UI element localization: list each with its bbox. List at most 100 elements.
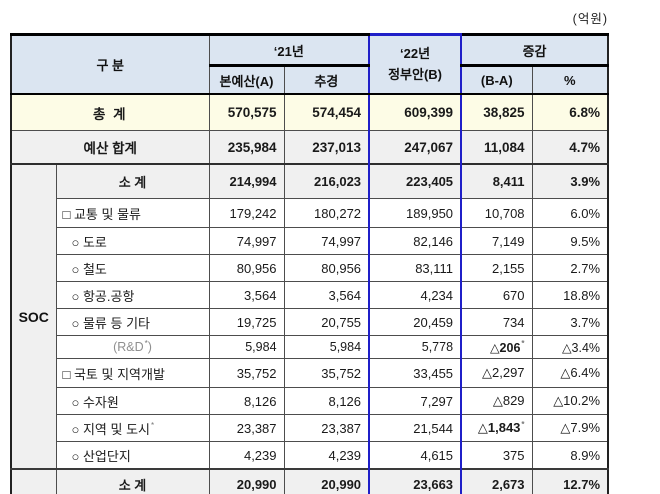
cell-value: 2,673 bbox=[460, 468, 533, 494]
header-year-22-line2: 정부안(B) bbox=[388, 66, 442, 82]
table-row: □ 교통 및 물류 179,242 180,272 189,950 10,708 6.0% bbox=[11, 198, 609, 228]
header-row-2: 본예산(A) 추경 (B-A) % bbox=[11, 64, 609, 95]
cell-value: 10,708 bbox=[460, 198, 533, 228]
cell-value: 223,405 bbox=[368, 163, 463, 199]
cell-value: 5,984 bbox=[208, 335, 285, 359]
cell-value: 237,013 bbox=[283, 130, 370, 165]
unit-label: (억원) bbox=[572, 12, 608, 26]
header-year-22-govplan: ‘22년 정부안(B) bbox=[368, 33, 463, 95]
row-label: (R&D*) bbox=[55, 335, 210, 359]
cell-value: 4,239 bbox=[283, 441, 370, 470]
cell-value: △10.2% bbox=[531, 387, 609, 415]
table-body: 총 계 570,575 574,454 609,399 38,825 6.8% 예산 합계 2… bbox=[10, 93, 609, 494]
cell-value: 734 bbox=[460, 308, 533, 336]
table-row: ○ 지역 및 도시* 23,387 23,387 21,544 △1,843* △7.9% bbox=[11, 414, 609, 442]
row-label: □ 국토 및 지역개발 bbox=[55, 358, 210, 388]
table-row: ○ 철도 80,956 80,956 83,111 2,155 2.7% bbox=[11, 254, 609, 282]
table-row: (R&D*) 5,984 5,984 5,778 △206* △3.4% bbox=[11, 335, 609, 359]
cell-value: 21,544 bbox=[368, 414, 463, 442]
table-header: 구 분 ‘21년 ‘22년 정부안(B) 증감 본예산(A) 추경 (B-A) … bbox=[10, 33, 609, 95]
cell-value: △6.4% bbox=[531, 358, 609, 388]
cell-value: 83,111 bbox=[368, 254, 463, 282]
row-label: 예산 합계 bbox=[10, 130, 210, 165]
cell-value: 9.5% bbox=[531, 227, 609, 255]
cell-value: 3,564 bbox=[208, 281, 285, 309]
cell-value: 4,239 bbox=[208, 441, 285, 470]
budget-table: 구 분 ‘21년 ‘22년 정부안(B) 증감 본예산(A) 추경 (B-A) … bbox=[10, 33, 610, 494]
cell-value: 6.0% bbox=[531, 198, 609, 228]
cell-value: 2.7% bbox=[531, 254, 609, 282]
table-row: 총 계 570,575 574,454 609,399 38,825 6.8% bbox=[10, 93, 609, 131]
cell-value: 18.8% bbox=[531, 281, 609, 309]
cell-value: 33,455 bbox=[368, 358, 463, 388]
row-label: □ 교통 및 물류 bbox=[55, 198, 210, 228]
header-b-minus-a: (B-A) bbox=[460, 64, 533, 95]
cell-value: 3.7% bbox=[531, 308, 609, 336]
cell-value: 35,752 bbox=[208, 358, 285, 388]
cell-value: 180,272 bbox=[283, 198, 370, 228]
table-row: ○ 도로 74,997 74,997 82,146 7,149 9.5% bbox=[11, 227, 609, 255]
header-percent: % bbox=[531, 64, 609, 95]
cell-value: 2,155 bbox=[460, 254, 533, 282]
cell-value: 4,615 bbox=[368, 441, 463, 470]
cell-value: 3,564 bbox=[283, 281, 370, 309]
cell-value: 23,387 bbox=[208, 414, 285, 442]
cell-value: 74,997 bbox=[283, 227, 370, 255]
cell-value: △2,297 bbox=[460, 358, 533, 388]
header-supplementary: 추경 bbox=[283, 64, 370, 95]
cell-value: 3.9% bbox=[531, 163, 609, 199]
cell-value: 7,297 bbox=[368, 387, 463, 415]
cell-value: 20,755 bbox=[283, 308, 370, 336]
cell-value: 570,575 bbox=[208, 93, 285, 131]
cell-value: 670 bbox=[460, 281, 533, 309]
table-row: ○ 물류 등 기타 19,725 20,755 20,459 734 3.7% bbox=[11, 308, 609, 336]
cell-value: 609,399 bbox=[368, 93, 463, 131]
row-label: 총 계 bbox=[10, 93, 210, 131]
table-row: SOC 소 계 214,994 216,023 223,405 8,411 3.9% bbox=[10, 163, 609, 470]
cell-value: 6.8% bbox=[531, 93, 609, 131]
cell-value: 11,084 bbox=[460, 130, 533, 165]
cell-value: 216,023 bbox=[283, 163, 370, 199]
cell-value: △829 bbox=[460, 387, 533, 415]
cell-value: 8,126 bbox=[283, 387, 370, 415]
cell-value: 20,990 bbox=[283, 468, 370, 494]
cell-value: 5,984 bbox=[283, 335, 370, 359]
cell-value: 247,067 bbox=[368, 130, 463, 165]
cell-value: 574,454 bbox=[283, 93, 370, 131]
row-label: ○ 수자원 bbox=[55, 387, 210, 415]
row-label: ○ 도로 bbox=[55, 227, 210, 255]
cell-value: 214,994 bbox=[208, 163, 285, 199]
section-cell-empty bbox=[10, 468, 57, 494]
section-label-soc: SOC bbox=[10, 163, 57, 470]
cell-value: 38,825 bbox=[460, 93, 533, 131]
cell-value: △3.4% bbox=[531, 335, 609, 359]
cell-value: 35,752 bbox=[283, 358, 370, 388]
header-row-1: 구 분 ‘21년 ‘22년 정부안(B) 증감 bbox=[10, 33, 609, 95]
cell-value: △7.9% bbox=[531, 414, 609, 442]
cell-value: 20,459 bbox=[368, 308, 463, 336]
cell-value: 179,242 bbox=[208, 198, 285, 228]
header-main-budget-a: 본예산(A) bbox=[208, 64, 285, 95]
table-row: □ 국토 및 지역개발 35,752 35,752 33,455 △2,297 △6.4% bbox=[11, 358, 609, 388]
table-row: ○ 산업단지 4,239 4,239 4,615 375 8.9% bbox=[11, 441, 609, 470]
cell-value: 80,956 bbox=[283, 254, 370, 282]
cell-value: 12.7% bbox=[531, 468, 609, 494]
cell-value: 4.7% bbox=[531, 130, 609, 165]
cell-value: 189,950 bbox=[368, 198, 463, 228]
cell-value: 375 bbox=[460, 441, 533, 470]
header-year-21: ‘21년 bbox=[208, 33, 370, 66]
header-year-22-line1: ‘22년 bbox=[400, 46, 431, 62]
row-label: ○ 철도 bbox=[55, 254, 210, 282]
cell-value: 74,997 bbox=[208, 227, 285, 255]
row-label: ○ 항공.공항 bbox=[55, 281, 210, 309]
row-label: 소 계 bbox=[55, 468, 210, 494]
table-row: 소 계 20,990 20,990 23,663 2,673 12.7% bbox=[10, 468, 609, 494]
cell-value: 23,387 bbox=[283, 414, 370, 442]
cell-value: 80,956 bbox=[208, 254, 285, 282]
header-category: 구 분 bbox=[10, 33, 210, 95]
cell-value: 19,725 bbox=[208, 308, 285, 336]
header-change: 증감 bbox=[460, 33, 609, 66]
row-label: ○ 산업단지 bbox=[55, 441, 210, 470]
cell-value: △1,843* bbox=[460, 414, 533, 442]
